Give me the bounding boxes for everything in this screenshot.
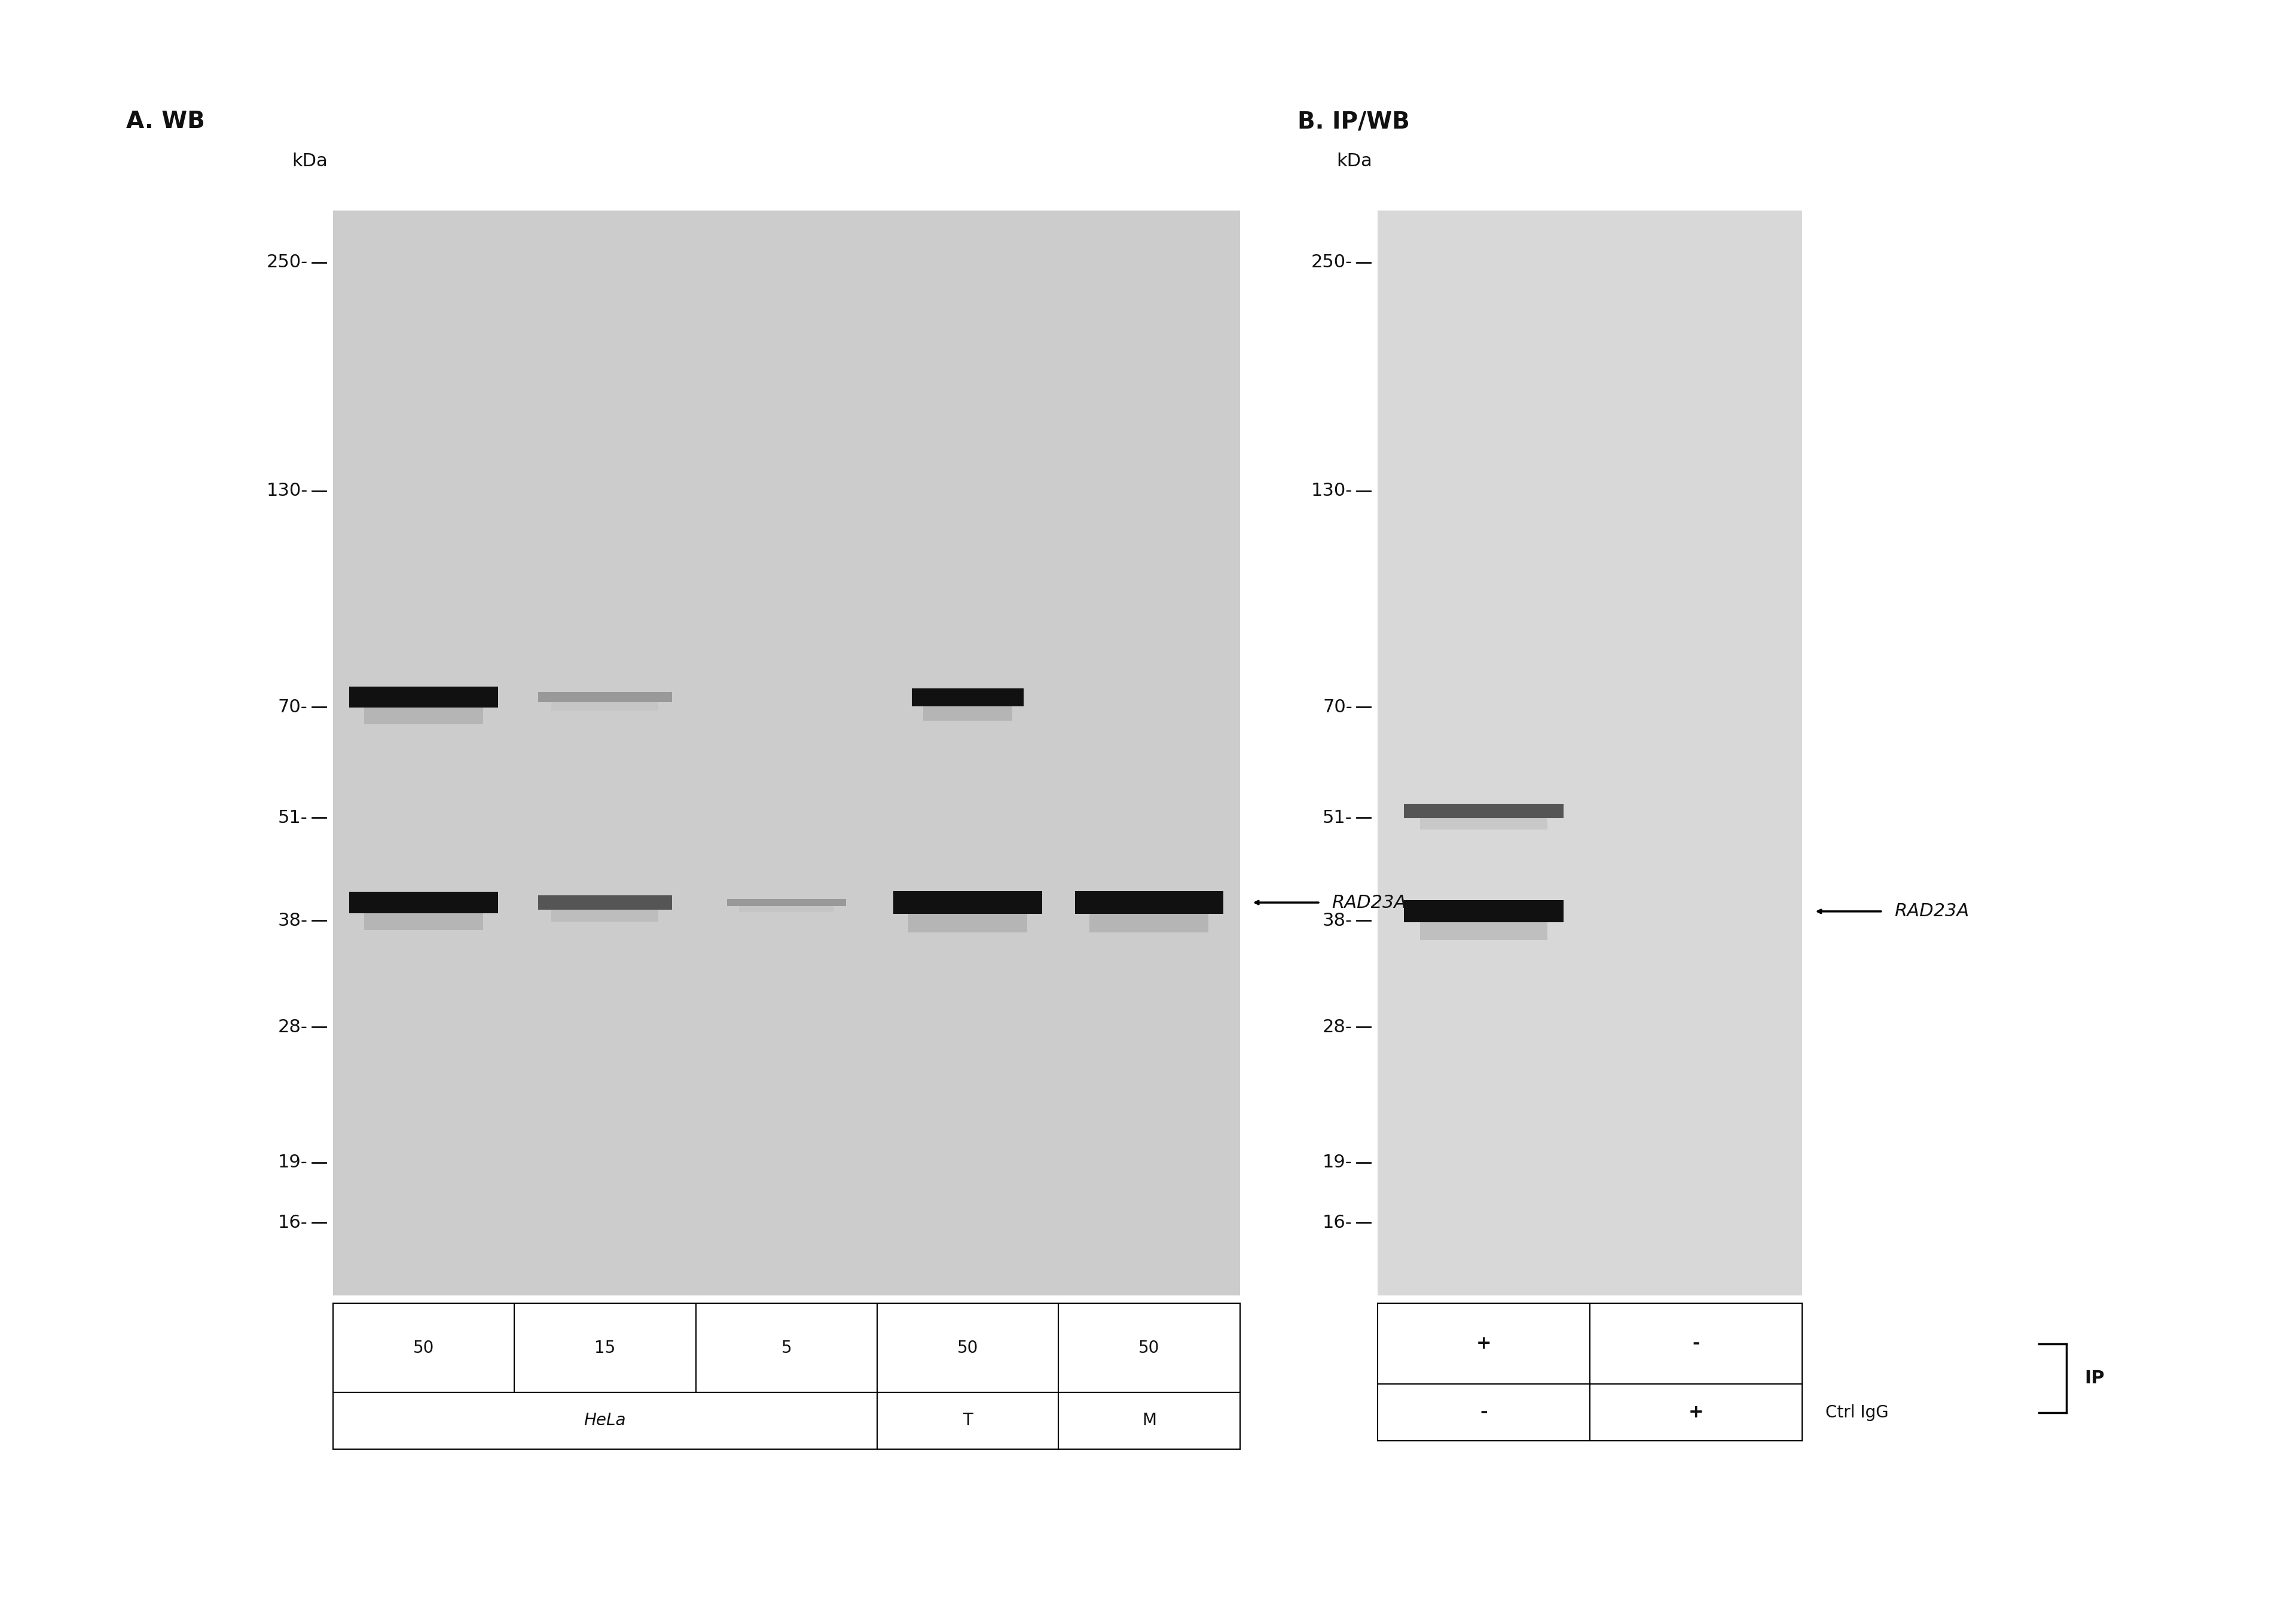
Text: 250-: 250- — [266, 254, 308, 270]
Bar — [1405, 803, 1564, 818]
Text: M: M — [1141, 1412, 1157, 1430]
Text: 130-: 130- — [266, 482, 308, 499]
Text: +: + — [1688, 1404, 1704, 1421]
Bar — [349, 892, 498, 913]
Text: -: - — [1692, 1336, 1699, 1352]
Text: 70-: 70- — [1322, 698, 1352, 716]
Bar — [365, 708, 482, 725]
Text: IP: IP — [2085, 1370, 2105, 1387]
Text: 5: 5 — [781, 1339, 792, 1357]
Text: 50: 50 — [413, 1339, 434, 1357]
Text: 50: 50 — [957, 1339, 978, 1357]
Text: RAD23A: RAD23A — [1332, 894, 1407, 911]
Bar — [728, 899, 845, 907]
Text: 70-: 70- — [278, 698, 308, 716]
Text: A. WB: A. WB — [126, 110, 204, 133]
Text: -: - — [1481, 1404, 1488, 1421]
Bar — [1091, 915, 1208, 933]
Bar — [893, 890, 1042, 915]
Text: T: T — [962, 1412, 974, 1430]
Bar — [1405, 900, 1564, 923]
Text: 51-: 51- — [1322, 810, 1352, 826]
Bar — [349, 686, 498, 708]
Text: 16-: 16- — [278, 1214, 308, 1232]
Text: RAD23A: RAD23A — [1894, 903, 1970, 920]
Text: 19-: 19- — [278, 1154, 308, 1171]
Text: 28-: 28- — [1322, 1018, 1352, 1036]
Bar — [1419, 818, 1548, 831]
Text: 250-: 250- — [1311, 254, 1352, 270]
Text: 38-: 38- — [1322, 911, 1352, 929]
Text: 51-: 51- — [278, 810, 308, 826]
Bar — [739, 907, 833, 911]
Bar — [551, 910, 659, 921]
Bar — [1378, 210, 1802, 1295]
Bar — [912, 688, 1024, 706]
Text: 16-: 16- — [1322, 1214, 1352, 1232]
Text: 28-: 28- — [278, 1018, 308, 1036]
Text: HeLa: HeLa — [583, 1412, 627, 1430]
Text: 130-: 130- — [1311, 482, 1352, 499]
Text: 19-: 19- — [1322, 1154, 1352, 1171]
Bar — [909, 915, 1026, 933]
Text: 50: 50 — [1139, 1339, 1159, 1357]
Text: 15: 15 — [595, 1339, 615, 1357]
Bar — [537, 691, 673, 703]
Text: B. IP/WB: B. IP/WB — [1297, 110, 1410, 133]
Text: kDa: kDa — [1336, 152, 1373, 170]
Text: +: + — [1476, 1336, 1492, 1352]
Bar — [551, 703, 659, 711]
Bar — [1075, 890, 1224, 915]
Bar — [537, 895, 673, 910]
Text: kDa: kDa — [292, 152, 328, 170]
Bar — [333, 210, 1240, 1295]
Text: Ctrl IgG: Ctrl IgG — [1825, 1404, 1890, 1421]
Text: 38-: 38- — [278, 911, 308, 929]
Bar — [365, 913, 482, 929]
Bar — [923, 706, 1013, 720]
Bar — [1419, 923, 1548, 941]
